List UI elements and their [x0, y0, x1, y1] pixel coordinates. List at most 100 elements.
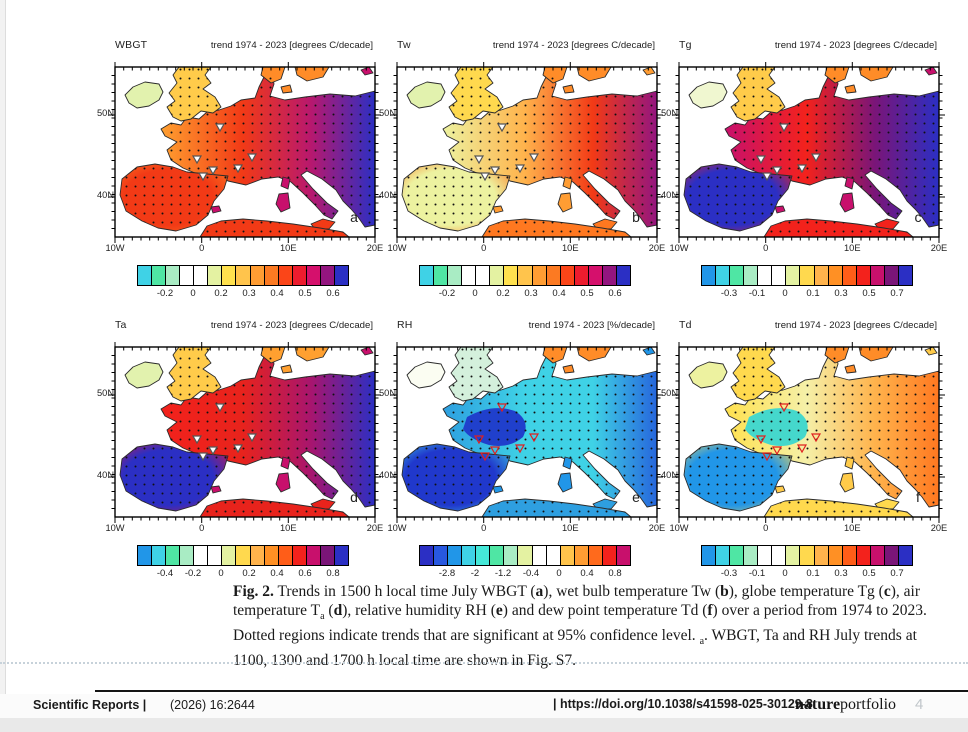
axis-ticks [391, 342, 663, 523]
colorbar-tick-label: -0.3 [720, 288, 738, 299]
colorbar-cell [222, 266, 237, 285]
figure-2-panels: WBGT trend 1974 - 2023 [degrees C/decade… [97, 39, 957, 584]
y-axis-label-50n: 50N [379, 108, 397, 118]
y-axis-label-50n: 50N [661, 388, 679, 398]
colorbar-cell [602, 546, 617, 565]
figure-panel: RH trend 1974 - 2023 [%/decade] 50N 40N … [379, 319, 665, 595]
colorbar-tick-label: 0.8 [326, 568, 340, 579]
colorbar-tick-label: 0 [190, 288, 196, 299]
caption-text: ) over a period from 1974 to 2023. Dotte… [233, 602, 927, 645]
colorbar-cell [898, 546, 912, 565]
colorbar-cell [194, 266, 209, 285]
map-slot [669, 59, 945, 252]
colorbar-tick-label: 0.5 [580, 288, 594, 299]
colorbar-cell [842, 266, 857, 285]
colorbar-cell [434, 266, 449, 285]
station-marker [207, 166, 219, 176]
colorbar-cell [420, 546, 435, 565]
colorbar-tick-label: 0.7 [890, 288, 904, 299]
colorbar-tick-label: 0.3 [834, 288, 848, 299]
station-marker [197, 172, 209, 182]
caption-bold-segment: b [720, 583, 729, 600]
figure-panel: Tg trend 1974 - 2023 [degrees C/decade] … [661, 39, 947, 315]
panel-letter: c [914, 209, 922, 225]
station-marker [810, 433, 822, 443]
station-marker [755, 155, 767, 165]
colorbar-cell [744, 546, 759, 565]
station-markers [755, 123, 822, 182]
station-marker [778, 123, 790, 133]
colorbar-tick-label: 0.5 [862, 568, 876, 579]
panel-header: RH trend 1974 - 2023 [%/decade] [397, 319, 655, 331]
panel-variable-label: WBGT [115, 39, 148, 51]
colorbar-cell [180, 266, 195, 285]
colorbar [419, 545, 631, 566]
x-axis-label: 20E [366, 523, 384, 533]
colorbar-cell [856, 266, 871, 285]
colorbar-cell [476, 546, 491, 565]
significance-dots [402, 67, 657, 237]
figure-panel: WBGT trend 1974 - 2023 [degrees C/decade… [97, 39, 383, 315]
doi-link[interactable]: | https://doi.org/10.1038/s41598-025-301… [553, 697, 813, 711]
y-axis-label-50n: 50N [97, 388, 115, 398]
station-marker [778, 403, 790, 413]
caption-bold-segment: d [333, 602, 343, 619]
colorbar-cell [730, 546, 745, 565]
colorbar-cell [264, 546, 279, 565]
x-axis-label: 10E [280, 243, 297, 253]
station-markers [191, 403, 258, 462]
x-axis-label: 0 [481, 523, 487, 533]
colorbar-tick-label: -2.8 [438, 568, 456, 579]
colorbar-cell [532, 266, 547, 285]
significance-dots [684, 347, 939, 517]
x-axis-label: 10W [105, 243, 125, 253]
station-marker [191, 435, 203, 445]
colorbar-cell [588, 546, 603, 565]
colorbar-tick-label: -0.3 [720, 568, 738, 579]
colorbar-tick-label: -0.1 [748, 288, 766, 299]
panel-variable-label: Tg [679, 39, 692, 51]
station-marker [246, 433, 258, 443]
colorbar-tick-label: 0.4 [270, 568, 284, 579]
colorbar-cell [884, 546, 899, 565]
panel-trend-label: trend 1974 - 2023 [degrees C/decade] [492, 40, 655, 51]
significance-dots [684, 67, 939, 237]
axis-ticks [391, 62, 663, 243]
station-marker [810, 153, 822, 163]
x-axis-label: 20E [930, 243, 948, 253]
x-axis-label: 10E [280, 523, 297, 533]
station-marker [761, 172, 773, 182]
colorbar-cell [546, 266, 561, 285]
colorbar-tick-label: 0.6 [298, 568, 312, 579]
y-axis-label-50n: 50N [379, 388, 397, 398]
map-slot [105, 339, 381, 532]
colorbar-cell [870, 266, 885, 285]
station-marker [473, 435, 485, 445]
caption-text: ), air temperature T [233, 583, 920, 619]
station-marker [796, 444, 808, 454]
panel-trend-label: trend 1974 - 2023 [degrees C/decade] [774, 40, 937, 51]
station-marker [771, 446, 783, 456]
y-axis-label-40n: 40N [661, 190, 679, 200]
colorbar-tick-label: 0.7 [890, 568, 904, 579]
colorbar [701, 265, 913, 286]
colorbar-cell [716, 266, 731, 285]
page-left-edge [0, 0, 6, 732]
colorbar-cell [236, 266, 251, 285]
panel-trend-label: trend 1974 - 2023 [%/decade] [528, 320, 655, 331]
x-axis-label: 10E [562, 243, 579, 253]
colorbar-cell [194, 546, 209, 565]
colorbar-tick-label: -0.2 [184, 568, 202, 579]
colorbar-tick-label: 0.2 [242, 568, 256, 579]
x-axis-label: 0 [763, 243, 769, 253]
caption-bold-segment: f [707, 602, 713, 619]
colorbar-cell [730, 266, 745, 285]
colorbar-cell [898, 266, 912, 285]
colorbar-tick-label: 0.4 [580, 568, 594, 579]
caption-text: ( [324, 602, 334, 619]
colorbar-cell [574, 266, 589, 285]
y-axis-label-40n: 40N [379, 470, 397, 480]
caption-text: ) and dew point temperature Td ( [502, 602, 708, 619]
colorbar-cell [758, 266, 773, 285]
panel-header: WBGT trend 1974 - 2023 [degrees C/decade… [115, 39, 373, 51]
